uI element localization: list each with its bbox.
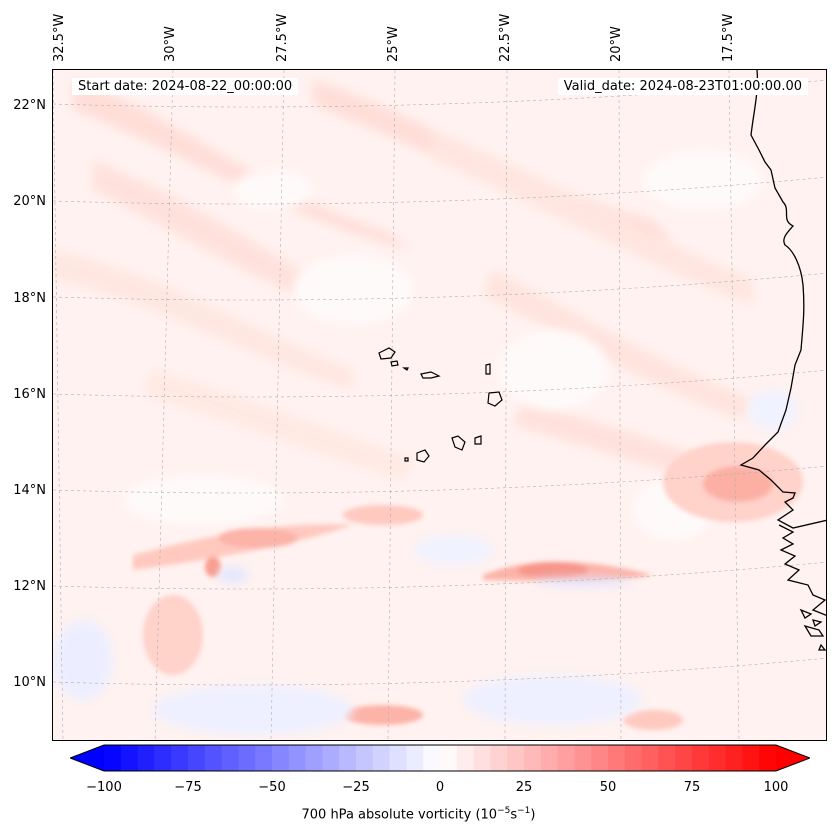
lon-label-20w: 20°W bbox=[609, 26, 624, 62]
colorbar-segment bbox=[725, 745, 743, 771]
colorbar-segment bbox=[524, 745, 542, 771]
map-gridlines bbox=[53, 70, 826, 740]
colorbar-tick: −50 bbox=[258, 780, 286, 795]
colorbar-tick: −75 bbox=[174, 780, 202, 795]
colorbar-segment bbox=[742, 745, 760, 771]
colorbar-segment bbox=[759, 745, 777, 771]
colorbar-segment bbox=[238, 745, 256, 771]
colorbar-segment bbox=[591, 745, 609, 771]
lat-label-10n: 10°N bbox=[13, 675, 46, 690]
colorbar-tick: 25 bbox=[515, 780, 533, 795]
vorticity-negative-areas bbox=[53, 390, 798, 735]
lat-label-20n: 20°N bbox=[13, 194, 46, 209]
colorbar-tick: 0 bbox=[435, 780, 445, 795]
vorticity-positive-maxima bbox=[133, 442, 803, 730]
lat-label-18n: 18°N bbox=[13, 291, 46, 306]
colorbar-segment bbox=[490, 745, 508, 771]
colorbar-segment bbox=[372, 745, 391, 771]
colorbar-segment bbox=[406, 745, 424, 771]
colorbar-tick: −25 bbox=[342, 780, 370, 795]
lon-label-17-5w: 17.5°W bbox=[721, 13, 736, 62]
colorbar-segment bbox=[423, 745, 441, 771]
colorbar-max-extend bbox=[776, 745, 810, 771]
colorbar-outline bbox=[70, 744, 810, 772]
colorbar-tick: 75 bbox=[683, 780, 701, 795]
lat-label-12n: 12°N bbox=[13, 579, 46, 594]
colorbar-segment bbox=[204, 745, 223, 771]
colorbar-segment bbox=[255, 745, 273, 771]
colorbar bbox=[70, 744, 810, 772]
colorbar-segment bbox=[675, 745, 693, 771]
colorbar-min-extend bbox=[70, 745, 104, 771]
colorbar-tick: 50 bbox=[599, 780, 617, 795]
colorbar-segment bbox=[288, 745, 307, 771]
colorbar-segment bbox=[356, 745, 374, 771]
lat-label-22n: 22°N bbox=[13, 98, 46, 113]
colorbar-segment bbox=[507, 745, 525, 771]
colorbar-segment bbox=[104, 745, 122, 771]
colorbar-segment bbox=[473, 745, 491, 771]
colorbar-segment bbox=[658, 745, 676, 771]
start-date-label: Start date: 2024-08-22_00:00:00 bbox=[72, 78, 299, 95]
colorbar-segment bbox=[272, 745, 290, 771]
lon-label-30w: 30°W bbox=[163, 26, 178, 62]
colorbar-tick: −100 bbox=[86, 780, 122, 795]
colorbar-label: 700 hPa absolute vorticity (10−5s−1) bbox=[301, 806, 536, 823]
africa-coastline bbox=[739, 70, 826, 651]
colorbar-segment bbox=[692, 745, 710, 771]
colorbar-segment bbox=[137, 745, 155, 771]
lon-label-22-5w: 22.5°W bbox=[498, 13, 513, 62]
colorbar-segment bbox=[305, 745, 323, 771]
colorbar-segment bbox=[339, 745, 357, 771]
colorbar-segment bbox=[120, 745, 139, 771]
colorbar-segment bbox=[708, 745, 727, 771]
colorbar-segment bbox=[171, 745, 189, 771]
colorbar-tick: 100 bbox=[763, 780, 789, 795]
colorbar-segment bbox=[608, 745, 626, 771]
lon-label-25w: 25°W bbox=[386, 26, 401, 62]
colorbar-segment bbox=[624, 745, 643, 771]
map-panel: Start date: 2024-08-22_00:00:00 Valid_da… bbox=[52, 69, 827, 741]
colorbar-segment bbox=[641, 745, 659, 771]
colorbar-segment bbox=[557, 745, 575, 771]
vorticity-weak-areas bbox=[123, 150, 763, 540]
vorticity-bands bbox=[53, 80, 753, 480]
lat-label-14n: 14°N bbox=[13, 483, 46, 498]
cape-verde-islands bbox=[378, 347, 503, 463]
colorbar-segment bbox=[574, 745, 592, 771]
lon-label-32-5w: 32.5°W bbox=[52, 13, 67, 62]
vorticity-map bbox=[53, 70, 826, 740]
colorbar-segment bbox=[540, 745, 559, 771]
colorbar-segment bbox=[389, 745, 407, 771]
valid-date-label: Valid_date: 2024-08-23T01:00:00.00 bbox=[557, 78, 808, 95]
colorbar-segment bbox=[322, 745, 340, 771]
colorbar-segment bbox=[154, 745, 172, 771]
colorbar-segment bbox=[221, 745, 239, 771]
colorbar-segment bbox=[440, 745, 458, 771]
colorbar-segments bbox=[104, 745, 777, 771]
colorbar-segment bbox=[188, 745, 206, 771]
lat-label-16n: 16°N bbox=[13, 387, 46, 402]
colorbar-segment bbox=[456, 745, 475, 771]
lon-label-27-5w: 27.5°W bbox=[275, 13, 290, 62]
